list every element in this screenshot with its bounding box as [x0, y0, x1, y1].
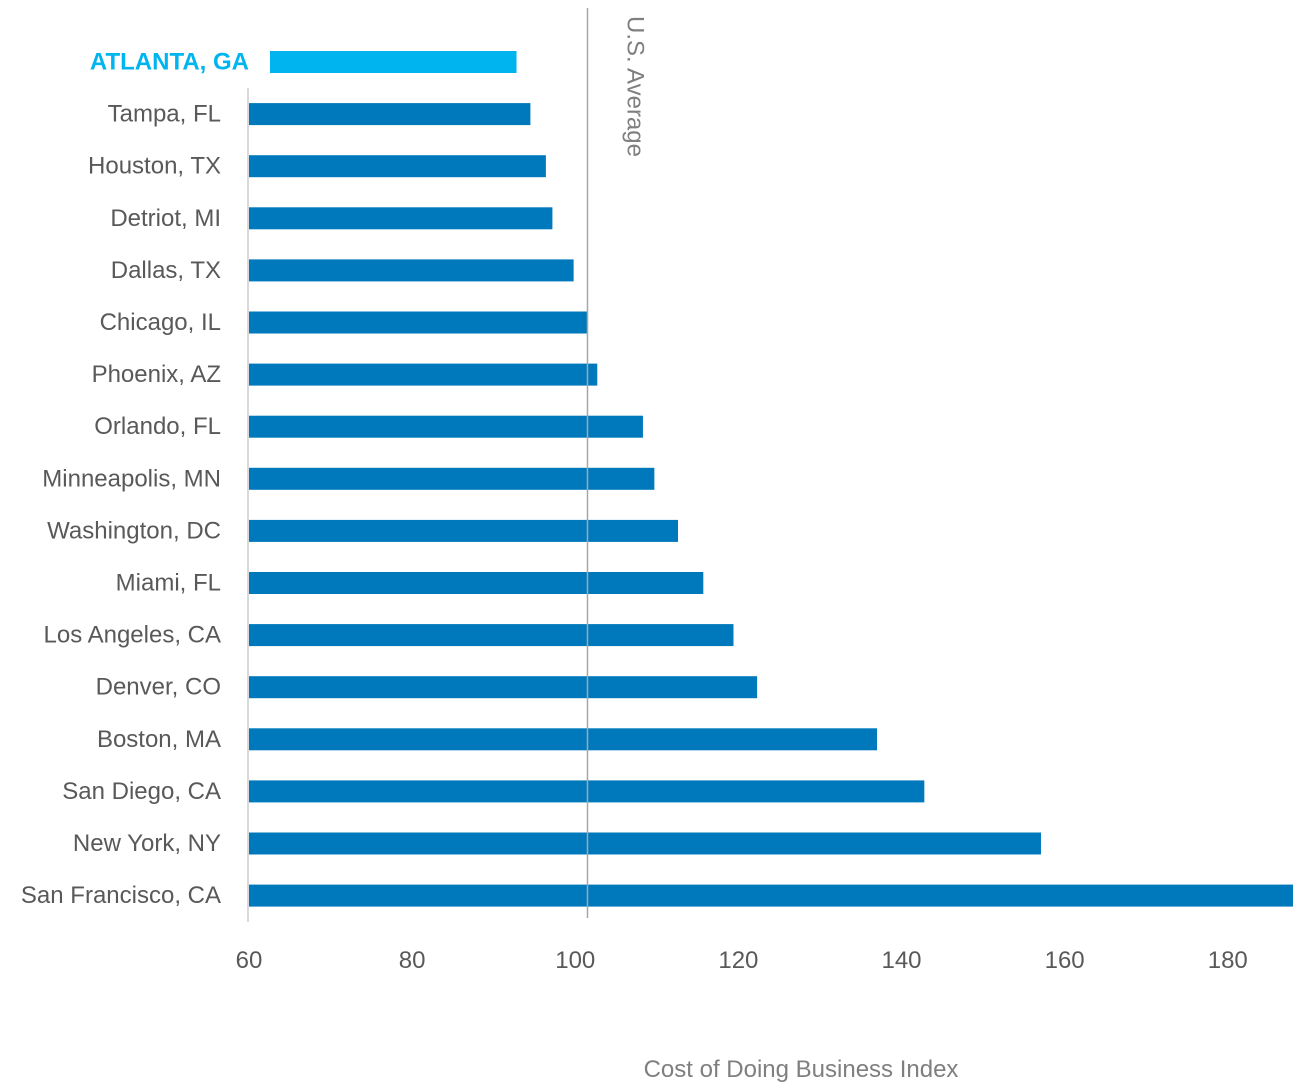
bar-phoenix-az [249, 363, 598, 386]
x-tick-120: 120 [718, 947, 758, 974]
bar-detriot-mi [249, 207, 553, 230]
category-label-chicago-il: Chicago, IL [100, 309, 221, 336]
category-label-detriot-mi: Detriot, MI [110, 205, 221, 232]
category-label-phoenix-az: Phoenix, AZ [92, 361, 221, 388]
category-label-orlando-fl: Orlando, FL [94, 413, 221, 440]
bar-denver-co [249, 676, 758, 699]
bar-tampa-fl [249, 103, 531, 126]
bar-san-francisco-ca [249, 884, 1293, 907]
category-label-los-angeles-ca: Los Angeles, CA [44, 622, 221, 649]
x-tick-labels: 60 80 100 120 140 160 180 [236, 947, 1248, 974]
category-label-boston-ma: Boston, MA [97, 726, 221, 753]
category-label-houston-tx: Houston, TX [88, 153, 221, 180]
bar-los-angeles-ca [249, 624, 734, 647]
x-tick-160: 160 [1045, 947, 1085, 974]
category-label-new-york-ny: New York, NY [73, 830, 221, 857]
bar-minneapolis-mn [249, 467, 655, 490]
bar-orlando-fl [249, 415, 643, 438]
x-axis-title: Cost of Doing Business Index [644, 1056, 959, 1083]
bar-boston-ma [249, 728, 878, 751]
category-labels: ATLANTA, GA Tampa, FL Houston, TX Detriot, … [21, 49, 249, 910]
category-label-miami-fl: Miami, FL [116, 570, 221, 597]
bar-miami-fl [249, 572, 704, 594]
category-label-minneapolis-mn: Minneapolis, MN [42, 465, 221, 492]
x-tick-80: 80 [399, 947, 426, 974]
bar-houston-tx [249, 155, 546, 178]
us-average-label: U.S. Average [621, 16, 648, 157]
x-tick-180: 180 [1208, 947, 1248, 974]
bar-dallas-tx [249, 259, 574, 282]
category-label-tampa-fl: Tampa, FL [108, 101, 221, 128]
bar-san-diego-ca [249, 780, 925, 803]
bars-group [249, 51, 1293, 907]
bar-new-york-ny [249, 832, 1041, 855]
x-tick-140: 140 [881, 947, 921, 974]
bar-washington-dc [249, 519, 679, 542]
bar-chicago-il [249, 311, 588, 334]
category-label-dallas-tx: Dallas, TX [111, 257, 221, 284]
x-tick-100: 100 [555, 947, 595, 974]
bar-atlanta-ga [270, 51, 517, 73]
category-label-san-diego-ca: San Diego, CA [62, 778, 221, 805]
x-tick-60: 60 [236, 947, 263, 974]
category-label-denver-co: Denver, CO [96, 674, 221, 701]
category-label-washington-dc: Washington, DC [47, 517, 221, 544]
category-label-atlanta-ga: ATLANTA, GA [90, 49, 249, 76]
category-label-san-francisco-ca: San Francisco, CA [21, 882, 221, 909]
